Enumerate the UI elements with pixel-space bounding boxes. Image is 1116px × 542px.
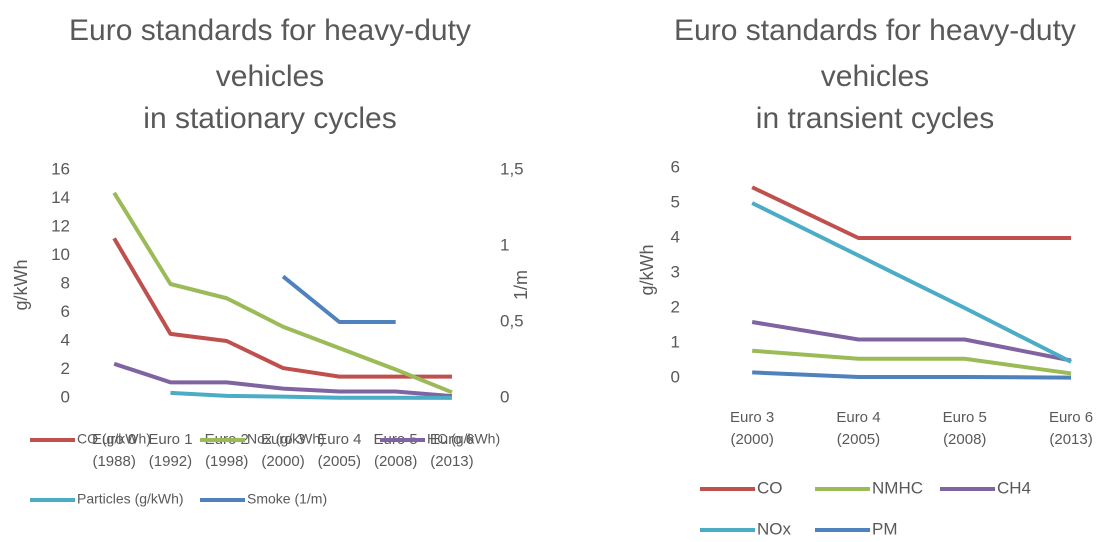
- y-tick-label: 4: [61, 330, 70, 349]
- series-line: [281, 274, 396, 324]
- series-line: [170, 390, 452, 400]
- series-line: [752, 370, 1072, 380]
- legend-label: NMHC: [872, 478, 923, 497]
- x-tick-label: Euro 3 (2000): [730, 409, 774, 448]
- legend-label: PM: [872, 519, 898, 538]
- y2-tick-label: 0: [500, 387, 509, 406]
- y2-axis-label: 1/m: [511, 270, 531, 300]
- series-line: [112, 191, 453, 395]
- y-tick-label: 5: [671, 192, 680, 211]
- chart-title: vehicles: [821, 60, 929, 93]
- legend-label: NOx: [757, 519, 792, 538]
- x-tick-label: Euro 5(2008): [943, 409, 987, 448]
- x-tick-label: Euro 0 (1988): [92, 431, 136, 470]
- x-tick-label: Euro 4 (2005): [836, 409, 880, 448]
- y2-tick-label: 1,5: [500, 159, 524, 178]
- chart-title: in stationary cycles: [143, 102, 396, 135]
- y-tick-label: 1: [671, 332, 680, 351]
- x-tick-label: Euro 6 (2013): [430, 431, 474, 470]
- y-tick-label: 8: [61, 273, 70, 292]
- chart-title: vehicles: [216, 60, 324, 93]
- legend-label: CH4: [997, 478, 1031, 497]
- x-tick-label: Euro 4 (2005): [317, 431, 361, 470]
- y-tick-label: 3: [671, 262, 680, 281]
- y2-tick-label: 1: [500, 235, 509, 254]
- y2-tick-label: 0,5: [500, 311, 524, 330]
- chart-title: Euro standards for heavy-duty: [674, 14, 1076, 47]
- legend-label: Nox (g/kWh): [247, 431, 325, 447]
- y-tick-label: 10: [51, 245, 70, 264]
- y-tick-label: 2: [61, 359, 70, 378]
- series-line: [751, 348, 1072, 376]
- x-tick-label: Euro 1 (1992): [148, 431, 192, 470]
- x-tick-label: Euro 2(1998): [205, 431, 249, 470]
- legend-label: HC (g/kWh): [427, 431, 500, 447]
- series-line: [751, 320, 1072, 363]
- x-tick-label: Euro 6 (2013): [1049, 409, 1093, 448]
- y-tick-label: 0: [61, 387, 70, 406]
- series-line: [751, 185, 1072, 240]
- y-tick-label: 14: [51, 188, 70, 207]
- series-line: [112, 237, 452, 379]
- y-axis-label: g/kWh: [11, 259, 31, 310]
- series-line: [751, 201, 1072, 364]
- y-tick-label: 12: [51, 216, 70, 235]
- x-tick-label: Euro 5(2008): [374, 431, 418, 470]
- y-tick-label: 6: [61, 302, 70, 321]
- y-tick-label: 6: [671, 157, 680, 176]
- series-line: [113, 361, 453, 399]
- y-tick-label: 2: [671, 297, 680, 316]
- x-tick-label: Euro 3 (2000): [261, 431, 305, 470]
- legend-label: Smoke (1/m): [247, 491, 327, 507]
- legend-label: CO (g/kWh): [77, 431, 151, 447]
- y-tick-label: 16: [51, 159, 70, 178]
- chart-title: in transient cycles: [756, 102, 994, 135]
- chart-title: Euro standards for heavy-duty: [69, 14, 471, 47]
- y-tick-label: 4: [671, 227, 680, 246]
- legend-label: Particles (g/kWh): [77, 491, 184, 507]
- y-axis-label: g/kWh: [637, 244, 657, 295]
- legend-label: CO: [757, 478, 783, 497]
- y-tick-label: 0: [671, 367, 680, 386]
